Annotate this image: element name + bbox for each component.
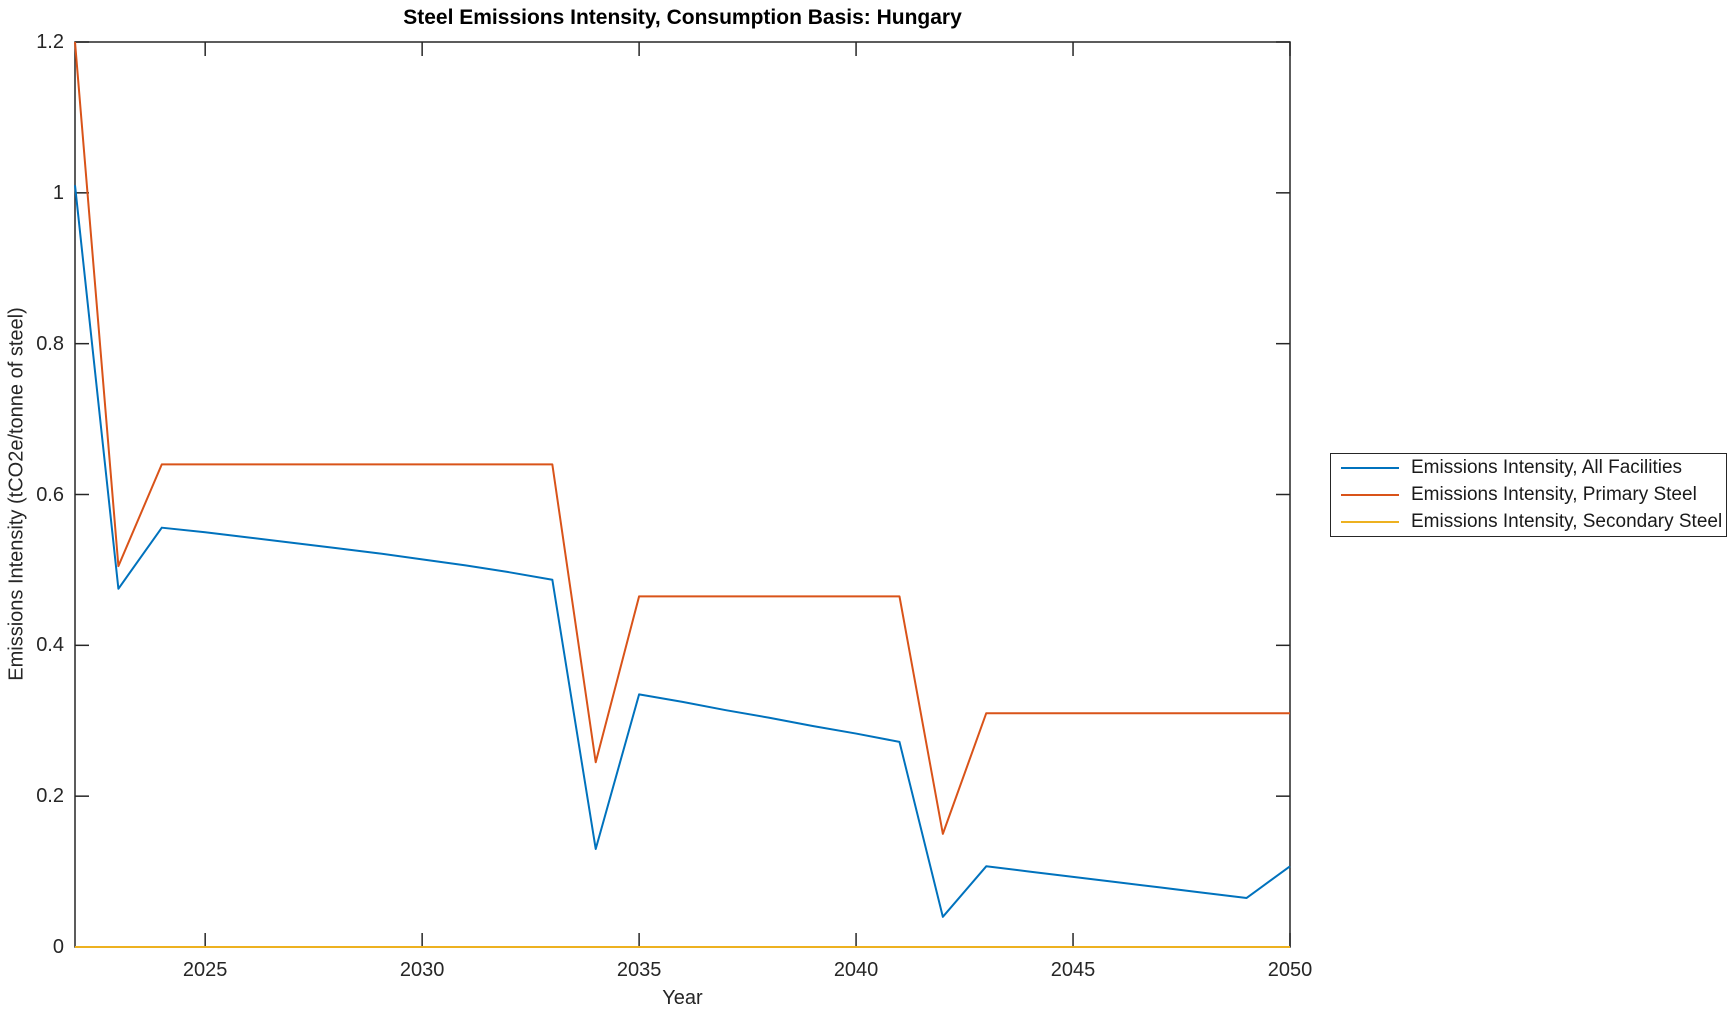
legend-label: Emissions Intensity, All Facilities bbox=[1411, 457, 1683, 478]
legend-label: Emissions Intensity, Secondary Steel bbox=[1411, 511, 1723, 532]
y-tick-label: 1 bbox=[52, 181, 64, 204]
legend-line-swatch-orange bbox=[1341, 494, 1399, 496]
plot-box bbox=[74, 41, 1291, 948]
series-line-emissions-intensity-all-facilities bbox=[74, 185, 1291, 918]
x-tick-label: 2050 bbox=[1267, 959, 1313, 981]
series-line-emissions-intensity-primary-steel bbox=[74, 41, 1290, 835]
y-tick-label: 1.2 bbox=[36, 31, 64, 53]
legend-line-swatch-blue bbox=[1341, 467, 1399, 469]
y-tick-label: 0.8 bbox=[36, 332, 64, 355]
y-tick-label: 0.6 bbox=[36, 483, 64, 506]
x-tick-label: 2045 bbox=[1050, 959, 1096, 981]
x-axis-label: Year bbox=[662, 987, 703, 1009]
y-tick-label: 0 bbox=[52, 936, 64, 958]
legend-item-all-facilities: Emissions Intensity, All Facilities bbox=[1331, 455, 1726, 481]
legend-line-swatch-yellow bbox=[1341, 521, 1399, 523]
x-tick-label: 2035 bbox=[616, 959, 662, 981]
legend-label: Emissions Intensity, Primary Steel bbox=[1411, 484, 1697, 505]
chart-title: Steel Emissions Intensity, Consumption B… bbox=[403, 6, 962, 29]
legend-item-secondary-steel: Emissions Intensity, Secondary Steel bbox=[1331, 509, 1726, 535]
x-tick-label: 2030 bbox=[399, 959, 445, 981]
x-tick-label: 2025 bbox=[182, 959, 228, 981]
y-tick-label: 0.4 bbox=[36, 634, 64, 657]
x-tick-label: 2040 bbox=[833, 959, 879, 981]
legend-item-primary-steel: Emissions Intensity, Primary Steel bbox=[1331, 482, 1726, 508]
y-tick-label: 0.2 bbox=[36, 785, 64, 808]
legend: Emissions Intensity, All Facilities Emis… bbox=[1330, 453, 1727, 537]
